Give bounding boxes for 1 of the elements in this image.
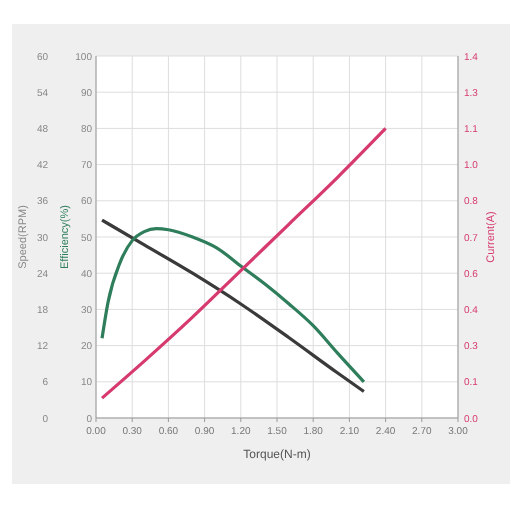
line-series bbox=[100, 126, 388, 400]
